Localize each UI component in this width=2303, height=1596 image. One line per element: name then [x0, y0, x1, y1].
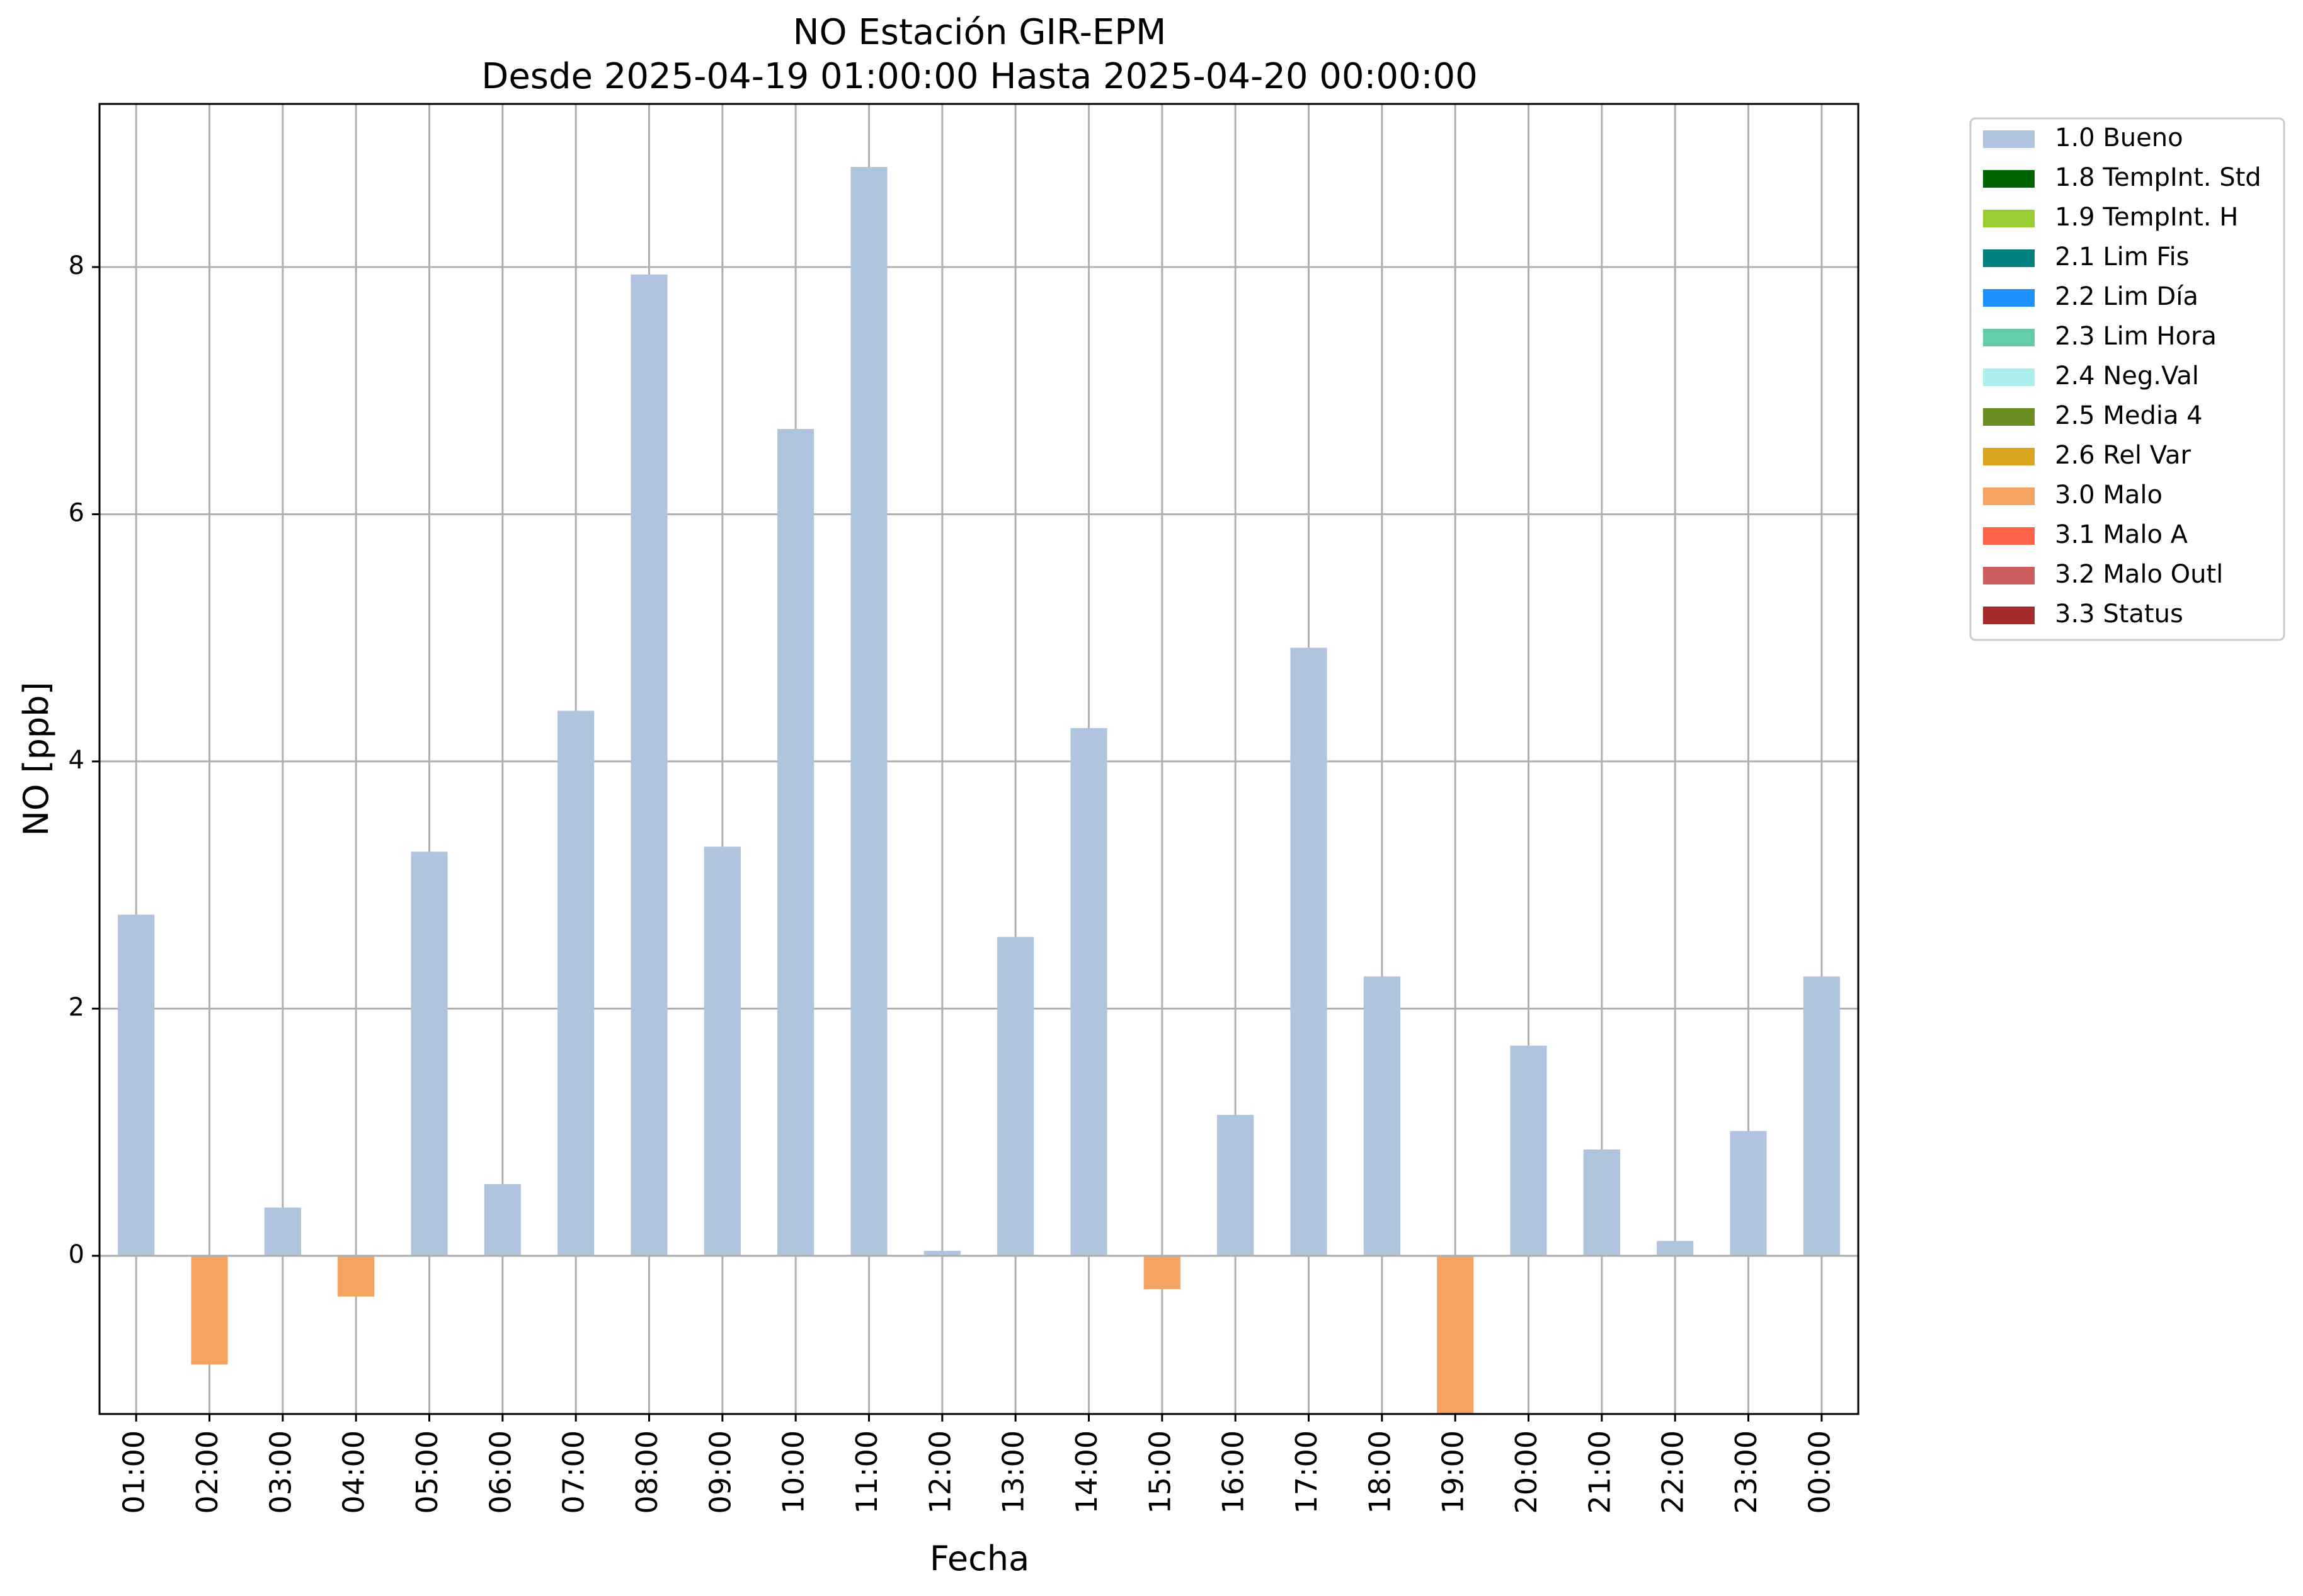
- bar: [777, 429, 814, 1256]
- legend-swatch: [1983, 130, 2035, 148]
- bars: [118, 167, 1840, 1414]
- x-tick-label: 18:00: [1363, 1430, 1397, 1514]
- chart-subtitle: Desde 2025-04-19 01:00:00 Hasta 2025-04-…: [481, 56, 1478, 97]
- legend-swatch: [1983, 487, 2035, 505]
- legend-swatch: [1983, 210, 2035, 227]
- bar: [1510, 1046, 1547, 1256]
- legend-swatch: [1983, 289, 2035, 307]
- x-tick-label: 22:00: [1656, 1430, 1690, 1514]
- legend-label: 2.2 Lim Día: [2055, 282, 2198, 311]
- y-tick-label: 2: [69, 993, 84, 1022]
- legend-label: 2.6 Rel Var: [2055, 441, 2192, 470]
- bar: [1583, 1149, 1620, 1256]
- x-tick-label: 13:00: [997, 1430, 1031, 1514]
- y-tick-label: 8: [69, 251, 84, 280]
- legend-frame: [1969, 117, 2285, 641]
- bar: [191, 1255, 228, 1365]
- bar: [1290, 647, 1327, 1256]
- x-tick-label: 23:00: [1729, 1430, 1763, 1514]
- bar: [1657, 1241, 1694, 1256]
- x-tick-label: 05:00: [410, 1430, 444, 1514]
- bar: [557, 710, 595, 1256]
- bar: [1070, 727, 1107, 1256]
- plot-frame: [98, 103, 1860, 1415]
- legend-label: 1.9 TempInt. H: [2055, 203, 2238, 232]
- legend-label: 2.1 Lim Fis: [2055, 242, 2189, 271]
- bar: [850, 167, 888, 1256]
- x-axis-ticks: 01:00 02:00 03:00 04:00 05:00 06:00 07:00 08:00…: [117, 1414, 1836, 1514]
- y-tick-label: 0: [69, 1240, 84, 1269]
- x-tick-label: 20:00: [1509, 1430, 1543, 1514]
- x-tick-label: 12:00: [923, 1430, 957, 1514]
- chart-title: NO Estación GIR-EPM: [793, 12, 1167, 53]
- bar: [1363, 976, 1400, 1256]
- x-tick-label: 17:00: [1289, 1430, 1323, 1514]
- legend-swatch: [1983, 170, 2035, 188]
- bar: [1143, 1255, 1180, 1289]
- y-axis-ticks: 0 2 4 6 8: [69, 251, 100, 1269]
- bar: [484, 1184, 521, 1256]
- x-tick-label: 21:00: [1582, 1430, 1616, 1514]
- x-tick-label: 08:00: [630, 1430, 664, 1514]
- legend-label: 3.3 Status: [2055, 600, 2183, 629]
- bar: [338, 1255, 375, 1297]
- legend-label: 2.4 Neg.Val: [2055, 362, 2199, 390]
- y-tick-label: 4: [69, 746, 84, 775]
- x-tick-label: 19:00: [1436, 1430, 1470, 1514]
- legend-swatch: [1983, 527, 2035, 545]
- bar: [1217, 1115, 1254, 1256]
- x-tick-label: 10:00: [777, 1430, 811, 1514]
- bar: [631, 274, 668, 1256]
- x-tick-label: 07:00: [557, 1430, 591, 1514]
- x-tick-label: 09:00: [703, 1430, 737, 1514]
- legend-swatch: [1983, 607, 2035, 624]
- legend-label: 2.5 Media 4: [2055, 401, 2203, 430]
- legend-swatch: [1983, 368, 2035, 386]
- bar: [923, 1250, 961, 1256]
- bar: [1730, 1131, 1767, 1256]
- x-tick-label: 15:00: [1143, 1430, 1177, 1514]
- bar: [411, 852, 448, 1256]
- legend-label: 1.8 TempInt. Std: [2055, 163, 2261, 192]
- legend-swatch: [1983, 567, 2035, 584]
- bar: [1803, 976, 1840, 1256]
- legend: 1.0 Bueno 1.8 TempInt. Std 1.9 TempInt. H 2…: [1969, 117, 2285, 641]
- bar: [1437, 1255, 1474, 1414]
- legend-label: 1.0 Bueno: [2055, 123, 2183, 152]
- bar: [264, 1207, 301, 1256]
- x-axis-label: Fecha: [930, 1539, 1029, 1578]
- y-axis-label: NO [ppb]: [16, 681, 56, 836]
- x-tick-label: 03:00: [263, 1430, 297, 1514]
- bar: [997, 937, 1034, 1256]
- x-tick-label: 04:00: [337, 1430, 371, 1514]
- x-tick-label: 16:00: [1216, 1430, 1250, 1514]
- bar: [704, 846, 741, 1256]
- x-tick-label: 14:00: [1070, 1430, 1104, 1514]
- x-tick-label: 06:00: [483, 1430, 517, 1514]
- legend-swatch: [1983, 448, 2035, 465]
- legend-label: 3.2 Malo Outl: [2055, 560, 2223, 589]
- x-tick-label: 01:00: [117, 1430, 151, 1514]
- x-tick-label: 11:00: [850, 1430, 884, 1514]
- legend-swatch: [1983, 408, 2035, 426]
- x-tick-label: 00:00: [1802, 1430, 1836, 1514]
- legend-swatch: [1983, 329, 2035, 346]
- x-tick-label: 02:00: [190, 1430, 224, 1514]
- legend-label: 3.1 Malo A: [2055, 520, 2188, 549]
- legend-swatch: [1983, 249, 2035, 267]
- bar: [118, 915, 155, 1256]
- legend-label: 3.0 Malo: [2055, 481, 2163, 510]
- y-tick-label: 6: [69, 498, 84, 527]
- legend-label: 2.3 Lim Hora: [2055, 322, 2217, 351]
